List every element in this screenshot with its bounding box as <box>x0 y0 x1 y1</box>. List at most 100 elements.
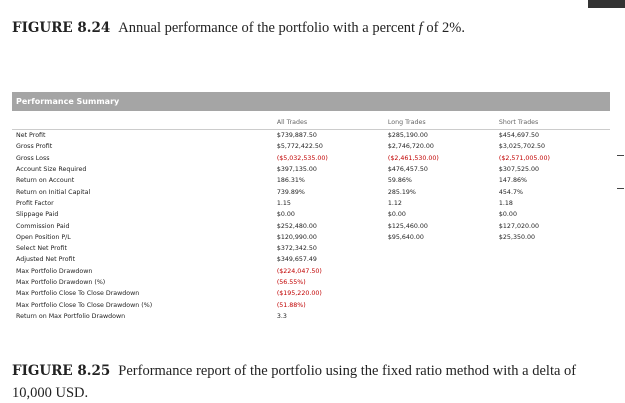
table-row: Return on Initial Capital 739.89% 285.19% 4… <box>12 186 610 197</box>
cell: 1.15 <box>276 199 291 207</box>
table-row: Return on Account 186.31% 59.86% 147.86% <box>12 175 610 186</box>
row-label: Max Portfolio Close To Close Drawdown (%… <box>16 301 153 309</box>
cell: $476,457.50 <box>387 166 428 174</box>
cell <box>388 288 499 299</box>
cell: $252,480.00 <box>276 222 317 230</box>
figure-number: FIGURE 8.25 <box>12 363 111 379</box>
cell: 3.3 <box>276 312 287 320</box>
table-row: Select Net Profit $372,342.50 <box>12 243 610 254</box>
cell: ($5,032,535.00) <box>276 154 328 162</box>
cell <box>388 311 499 322</box>
cell: $25,350.00 <box>498 233 535 241</box>
cell <box>388 266 499 277</box>
cell: $372,342.50 <box>276 245 317 253</box>
table-row: Gross Profit $5,772,422.50 $2,746,720.00 $3… <box>12 141 610 152</box>
cell: 186.31% <box>276 177 305 185</box>
column-header: Long Trades <box>387 115 499 130</box>
row-label: Account Size Required <box>16 166 87 174</box>
row-label: Gross Loss <box>16 154 50 162</box>
row-label: Net Profit <box>16 132 46 140</box>
cell: $120,990.00 <box>276 233 317 241</box>
table-row: Open Position P/L $120,990.00 $95,640.00 $2… <box>12 232 610 243</box>
row-label: Commission Paid <box>16 222 70 230</box>
table-row: Net Profit $739,887.50 $285,190.00 $454,697… <box>12 130 610 142</box>
row-label: Gross Profit <box>16 143 53 151</box>
row-label: Profit Factor <box>16 199 54 207</box>
table-row: Max Portfolio Close To Close Drawdown (%… <box>12 299 610 310</box>
cell: ($2,461,530.00) <box>387 154 439 162</box>
cell: (56.55%) <box>276 279 306 286</box>
cell <box>388 277 499 288</box>
corner-block <box>588 0 625 8</box>
cell <box>499 299 610 310</box>
cell <box>388 254 499 265</box>
row-label: Adjusted Net Profit <box>16 256 76 264</box>
table-row: Adjusted Net Profit $349,657.49 <box>12 254 610 265</box>
cell <box>499 311 610 322</box>
summary-panel: Performance Summary All Trades Long Trade… <box>12 92 610 324</box>
row-label: Return on Initial Capital <box>16 188 91 196</box>
row-label: Open Position P/L <box>16 233 71 241</box>
caption-top: FIGURE 8.24 Annual performance of the por… <box>12 17 612 39</box>
column-header: All Trades <box>276 115 388 130</box>
row-label: Return on Account <box>16 177 75 185</box>
cell <box>499 243 610 254</box>
cell: $349,657.49 <box>276 256 317 264</box>
cell <box>499 288 610 299</box>
row-label: Max Portfolio Close To Close Drawdown <box>16 290 140 298</box>
header-row: All Trades Long Trades Short Trades <box>12 115 610 130</box>
cell: $0.00 <box>387 211 406 219</box>
table-row: Account Size Required $397,135.00 $476,457… <box>12 164 610 175</box>
table-row: Max Portfolio Drawdown ($224,047.50) <box>12 266 610 277</box>
cell: $125,460.00 <box>387 222 428 230</box>
cell: 739.89% <box>276 188 305 196</box>
cell: $739,887.50 <box>276 132 317 140</box>
caption-variable: f <box>418 20 423 36</box>
cell: $3,025,702.50 <box>498 143 545 151</box>
column-header: Short Trades <box>498 115 610 130</box>
caption-text: Annual performance of the portfolio with… <box>118 20 416 36</box>
cell: 59.86% <box>387 177 412 185</box>
cell <box>499 277 610 288</box>
figure-number: FIGURE 8.24 <box>12 20 111 36</box>
cell: 1.18 <box>498 199 513 207</box>
caption-text: Performance report of the portfolio usin… <box>12 363 577 401</box>
table-row: Gross Loss ($5,032,535.00) ($2,461,530.00)… <box>12 153 610 164</box>
row-label: Return on Max Portfolio Drawdown <box>16 312 126 320</box>
table-row: Commission Paid $252,480.00 $125,460.00 $12… <box>12 220 610 231</box>
cell: ($195,220.00) <box>276 290 322 298</box>
row-label: Select Net Profit <box>16 245 67 253</box>
table-row: Max Portfolio Close To Close Drawdown ($1… <box>12 288 610 299</box>
cell: (51.88%) <box>276 301 306 309</box>
caption-bottom: FIGURE 8.25 Performance report of the por… <box>12 360 612 403</box>
cell: ($2,571,005.00) <box>498 154 550 162</box>
cell: $127,020.00 <box>498 222 539 230</box>
cell: ($224,047.50) <box>276 267 322 275</box>
cell: $397,135.00 <box>276 166 317 174</box>
margin-mark <box>617 188 624 189</box>
cell: $307,525.00 <box>498 166 539 174</box>
table-body: Net Profit $739,887.50 $285,190.00 $454,697… <box>12 130 610 323</box>
cell <box>388 243 499 254</box>
table-row: Return on Max Portfolio Drawdown 3.3 <box>12 311 610 322</box>
cell: $2,746,720.00 <box>387 143 434 151</box>
table-row: Slippage Paid $0.00 $0.00 $0.00 <box>12 209 610 220</box>
panel-title: Performance Summary <box>12 92 610 111</box>
cell <box>388 299 499 310</box>
row-label: Max Portfolio Drawdown (%) <box>16 279 106 286</box>
cell: $0.00 <box>276 211 295 219</box>
cell: $95,640.00 <box>387 233 424 241</box>
cell <box>499 266 610 277</box>
cell <box>499 254 610 265</box>
cell: 285.19% <box>387 188 416 196</box>
cell: 147.86% <box>498 177 527 185</box>
caption-text: of 2%. <box>426 20 465 36</box>
cell: 454.7% <box>498 188 523 196</box>
cell: $5,772,422.50 <box>276 143 323 151</box>
cell: $285,190.00 <box>387 132 428 140</box>
table-row: Max Portfolio Drawdown (%) (56.55%) <box>12 277 610 288</box>
row-label: Max Portfolio Drawdown <box>16 267 93 275</box>
cell: $454,697.50 <box>498 132 539 140</box>
row-label: Slippage Paid <box>16 211 59 219</box>
header-cell <box>12 115 277 130</box>
